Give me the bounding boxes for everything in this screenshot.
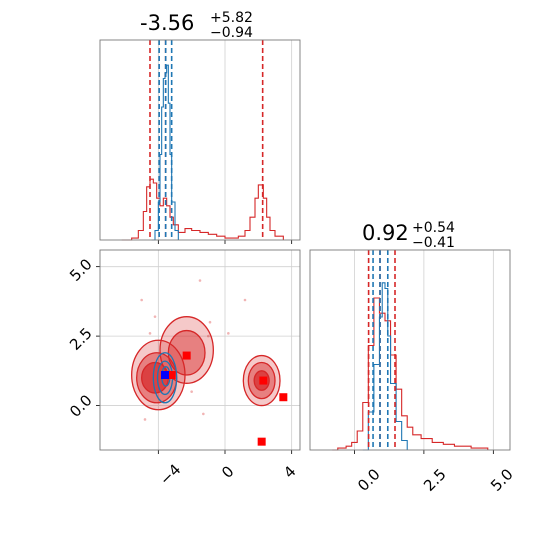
hist2-blue-series	[362, 282, 408, 451]
joint-red-marker-3	[279, 393, 288, 402]
joint-blue-contour-0	[152, 352, 178, 404]
x-tick-label-p2-2: 5.0	[487, 465, 517, 495]
joint-sample-5	[190, 390, 193, 393]
title-param-2: 0.92 +0.54 −0.41	[362, 220, 455, 251]
x-tick-label-p2-0: 0.0	[354, 465, 384, 495]
joint-sample-9	[198, 279, 202, 282]
joint-sample-4	[207, 334, 210, 338]
title-param-1-plus: +5.82	[210, 10, 253, 26]
histogram-param-2-panel	[309, 249, 511, 454]
y-tick-label-p2-2: 5.0	[66, 255, 96, 285]
joint-sample-3	[148, 332, 152, 335]
x-tick-label-p1-2: 4	[280, 462, 299, 481]
hist1-frame	[99, 39, 301, 241]
title-param-2-minus: −0.41	[412, 235, 455, 251]
hist1-red-series	[121, 178, 284, 241]
hist2-frame	[309, 249, 511, 451]
joint-red-marker-1	[182, 351, 191, 360]
joint-blue-marker-0	[161, 371, 169, 379]
joint-red-marker-0	[167, 371, 176, 379]
y-tick-label-p2-1: 2.5	[66, 324, 96, 354]
joint-plot-area	[131, 279, 288, 446]
joint-red-contour-3	[159, 316, 214, 384]
joint-sample-0	[208, 320, 212, 324]
joint-sample-10	[243, 298, 247, 302]
x-tick-label-p1-0: −4	[156, 460, 184, 488]
joint-red-marker-2	[259, 376, 268, 385]
histogram-param-1-panel	[99, 39, 301, 244]
joint-sample-2	[140, 298, 143, 302]
title-param-1-minus: −0.94	[210, 25, 253, 41]
joint-sample-6	[202, 412, 205, 416]
title-param-1: -3.56 +5.82 −0.94	[140, 10, 253, 41]
title-param-1-median: -3.56	[140, 11, 194, 35]
joint-density-panel	[96, 249, 301, 454]
joint-sample-8	[227, 332, 230, 335]
joint-red-marker-4	[257, 437, 266, 446]
hist2-red-series	[332, 297, 489, 451]
joint-sample-7	[143, 418, 147, 421]
title-param-2-plus: +0.54	[412, 220, 455, 236]
y-tick-label-p2-0: 0.0	[66, 391, 96, 421]
joint-sample-1	[153, 315, 157, 318]
x-tick-label-p2-1: 2.5	[420, 465, 450, 495]
x-tick-label-p1-1: 0	[218, 462, 237, 481]
joint-frame	[99, 249, 301, 451]
title-param-2-median: 0.92	[362, 221, 409, 245]
